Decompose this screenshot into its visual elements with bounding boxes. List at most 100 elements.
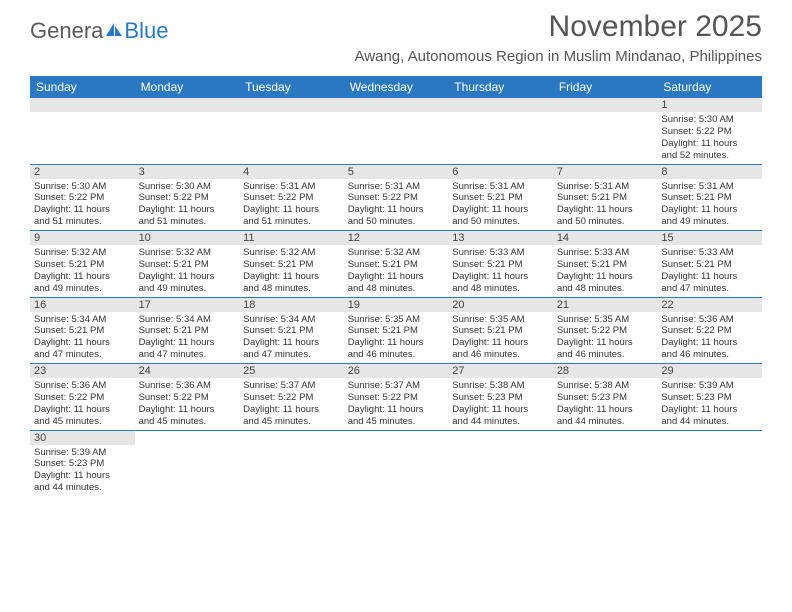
day-number: 4 — [239, 165, 344, 179]
calendar-day-cell: 17Sunrise: 5:34 AMSunset: 5:21 PMDayligh… — [135, 297, 240, 364]
day-info-line: Daylight: 11 hours — [243, 404, 340, 416]
day-info-line: and 51 minutes. — [243, 216, 340, 228]
calendar-day-cell — [344, 98, 449, 164]
calendar-week-row: 16Sunrise: 5:34 AMSunset: 5:21 PMDayligh… — [30, 297, 762, 364]
day-number: 29 — [657, 364, 762, 378]
day-info-line: and 47 minutes. — [139, 349, 236, 361]
day-info-line: and 51 minutes. — [34, 216, 131, 228]
day-info-line: Sunset: 5:22 PM — [661, 126, 758, 138]
day-info-line: and 47 minutes. — [34, 349, 131, 361]
day-info-line: Sunrise: 5:38 AM — [452, 380, 549, 392]
day-info-line: Sunset: 5:21 PM — [557, 259, 654, 271]
calendar-day-cell: 9Sunrise: 5:32 AMSunset: 5:21 PMDaylight… — [30, 231, 135, 298]
day-info: Sunrise: 5:30 AMSunset: 5:22 PMDaylight:… — [135, 179, 240, 231]
calendar-day-cell: 19Sunrise: 5:35 AMSunset: 5:21 PMDayligh… — [344, 297, 449, 364]
day-info: Sunrise: 5:36 AMSunset: 5:22 PMDaylight:… — [657, 312, 762, 364]
day-info-line: Sunset: 5:22 PM — [243, 392, 340, 404]
day-info-line: and 51 minutes. — [139, 216, 236, 228]
weekday-header: Thursday — [448, 76, 553, 98]
day-info-line: Daylight: 11 hours — [243, 271, 340, 283]
day-info-line: and 44 minutes. — [557, 416, 654, 428]
day-number: 10 — [135, 231, 240, 245]
calendar-day-cell — [135, 98, 240, 164]
day-number: 12 — [344, 231, 449, 245]
day-info-line: and 44 minutes. — [34, 482, 131, 494]
day-number: 21 — [553, 298, 658, 312]
day-info-line: Sunset: 5:21 PM — [452, 259, 549, 271]
empty-day-header — [448, 98, 553, 112]
calendar-day-cell: 25Sunrise: 5:37 AMSunset: 5:22 PMDayligh… — [239, 364, 344, 431]
day-number: 24 — [135, 364, 240, 378]
day-info: Sunrise: 5:31 AMSunset: 5:22 PMDaylight:… — [239, 179, 344, 231]
day-info-line: and 48 minutes. — [243, 283, 340, 295]
day-info-line: Sunrise: 5:38 AM — [557, 380, 654, 392]
day-number: 5 — [344, 165, 449, 179]
day-info: Sunrise: 5:30 AMSunset: 5:22 PMDaylight:… — [30, 179, 135, 231]
day-info-line: Daylight: 11 hours — [452, 337, 549, 349]
day-number: 17 — [135, 298, 240, 312]
day-info-line: and 45 minutes. — [348, 416, 445, 428]
weekday-header: Tuesday — [239, 76, 344, 98]
day-number: 14 — [553, 231, 658, 245]
day-info: Sunrise: 5:37 AMSunset: 5:22 PMDaylight:… — [239, 378, 344, 430]
day-number: 13 — [448, 231, 553, 245]
day-info-line: Sunset: 5:23 PM — [34, 458, 131, 470]
day-number: 25 — [239, 364, 344, 378]
day-info-line: Sunset: 5:21 PM — [557, 192, 654, 204]
calendar-day-cell: 30Sunrise: 5:39 AMSunset: 5:23 PMDayligh… — [30, 430, 135, 496]
day-info-line: Sunrise: 5:39 AM — [661, 380, 758, 392]
day-info-line: and 45 minutes. — [243, 416, 340, 428]
day-info: Sunrise: 5:31 AMSunset: 5:21 PMDaylight:… — [448, 179, 553, 231]
day-info: Sunrise: 5:39 AMSunset: 5:23 PMDaylight:… — [657, 378, 762, 430]
day-info-line: Sunset: 5:22 PM — [139, 192, 236, 204]
day-number: 3 — [135, 165, 240, 179]
day-info-line: Sunset: 5:22 PM — [661, 325, 758, 337]
weekday-header: Wednesday — [344, 76, 449, 98]
day-number: 16 — [30, 298, 135, 312]
calendar-day-cell: 13Sunrise: 5:33 AMSunset: 5:21 PMDayligh… — [448, 231, 553, 298]
location-subtitle: Awang, Autonomous Region in Muslim Minda… — [355, 48, 762, 65]
day-info-line: Sunrise: 5:37 AM — [243, 380, 340, 392]
day-info-line: Sunset: 5:21 PM — [139, 259, 236, 271]
day-number: 2 — [30, 165, 135, 179]
day-info-line: Daylight: 11 hours — [557, 337, 654, 349]
calendar-day-cell: 1Sunrise: 5:30 AMSunset: 5:22 PMDaylight… — [657, 98, 762, 164]
day-info-line: Sunset: 5:22 PM — [348, 192, 445, 204]
day-info: Sunrise: 5:34 AMSunset: 5:21 PMDaylight:… — [135, 312, 240, 364]
day-info: Sunrise: 5:34 AMSunset: 5:21 PMDaylight:… — [30, 312, 135, 364]
day-number: 11 — [239, 231, 344, 245]
day-info-line: and 49 minutes. — [661, 216, 758, 228]
day-info-line: Sunset: 5:21 PM — [243, 259, 340, 271]
day-info-line: Daylight: 11 hours — [243, 204, 340, 216]
day-info-line: Sunset: 5:21 PM — [243, 325, 340, 337]
day-info-line: Sunset: 5:23 PM — [452, 392, 549, 404]
weekday-header: Friday — [553, 76, 658, 98]
day-info-line: Sunrise: 5:39 AM — [34, 447, 131, 459]
day-info-line: Sunset: 5:21 PM — [348, 259, 445, 271]
day-number: 18 — [239, 298, 344, 312]
calendar-day-cell: 11Sunrise: 5:32 AMSunset: 5:21 PMDayligh… — [239, 231, 344, 298]
day-info-line: Sunrise: 5:35 AM — [452, 314, 549, 326]
day-info-line: Sunset: 5:22 PM — [34, 192, 131, 204]
day-info: Sunrise: 5:35 AMSunset: 5:21 PMDaylight:… — [344, 312, 449, 364]
day-info-line: Daylight: 11 hours — [34, 271, 131, 283]
calendar-day-cell: 24Sunrise: 5:36 AMSunset: 5:22 PMDayligh… — [135, 364, 240, 431]
day-info-line: Daylight: 11 hours — [557, 204, 654, 216]
calendar-week-row: 30Sunrise: 5:39 AMSunset: 5:23 PMDayligh… — [30, 430, 762, 496]
day-info-line: Daylight: 11 hours — [34, 404, 131, 416]
day-number: 28 — [553, 364, 658, 378]
empty-day-body — [30, 112, 135, 160]
calendar-day-cell: 27Sunrise: 5:38 AMSunset: 5:23 PMDayligh… — [448, 364, 553, 431]
day-info-line: Daylight: 11 hours — [661, 271, 758, 283]
day-info-line: Sunset: 5:22 PM — [557, 325, 654, 337]
calendar-day-cell: 14Sunrise: 5:33 AMSunset: 5:21 PMDayligh… — [553, 231, 658, 298]
weekday-header: Saturday — [657, 76, 762, 98]
day-info-line: Daylight: 11 hours — [348, 404, 445, 416]
day-info-line: Sunrise: 5:34 AM — [139, 314, 236, 326]
day-info: Sunrise: 5:38 AMSunset: 5:23 PMDaylight:… — [448, 378, 553, 430]
day-info-line: Sunrise: 5:31 AM — [243, 181, 340, 193]
day-info-line: Daylight: 11 hours — [348, 204, 445, 216]
calendar-week-row: 2Sunrise: 5:30 AMSunset: 5:22 PMDaylight… — [30, 164, 762, 231]
day-info-line: Daylight: 11 hours — [139, 204, 236, 216]
day-info-line: and 44 minutes. — [661, 416, 758, 428]
